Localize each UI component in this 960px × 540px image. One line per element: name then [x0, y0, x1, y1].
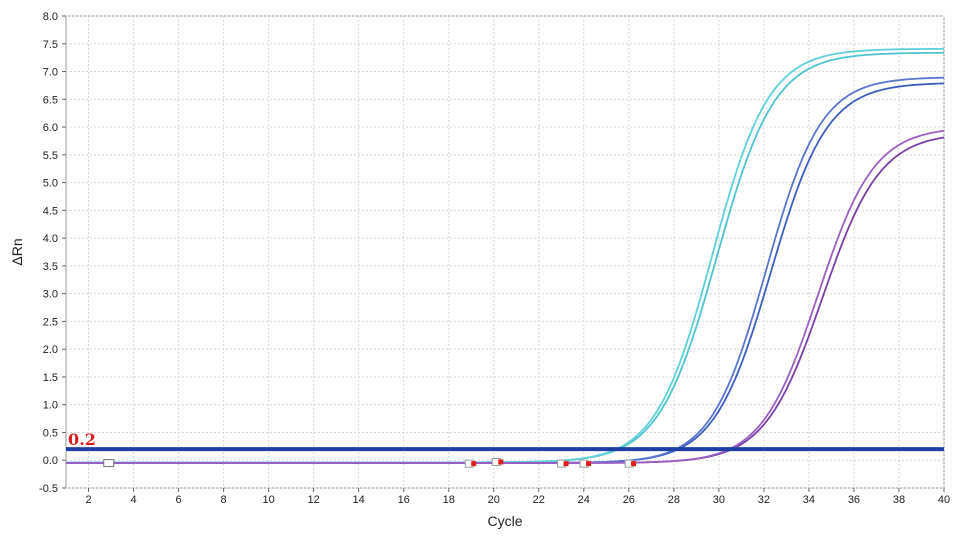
- x-tick-label: 38: [893, 494, 905, 506]
- x-tick-label: 6: [176, 494, 182, 506]
- x-tick-label: 28: [668, 494, 680, 506]
- x-tick-label: 10: [262, 494, 274, 506]
- x-tick-label: 32: [758, 494, 770, 506]
- y-axis-title: ΔRn: [9, 238, 25, 265]
- y-tick-label: 3.0: [43, 289, 58, 301]
- marker-red: [631, 461, 637, 467]
- y-tick-label: 6.5: [43, 94, 58, 106]
- y-axis: -0.5 0.0 0.5 1.0 1.5 2.0 2.5 3.0 3.5 4.0 4.5 5.0 5.5…: [39, 11, 66, 495]
- x-tick-label: 20: [488, 494, 500, 506]
- y-tick-label: 5.0: [43, 178, 58, 190]
- x-tick-label: 40: [938, 494, 950, 506]
- x-tick-label: 22: [533, 494, 545, 506]
- x-axis-title: Cycle: [487, 513, 522, 529]
- y-tick-label: 0.5: [43, 427, 58, 439]
- marker-red: [563, 461, 569, 467]
- y-tick-label: 3.5: [43, 261, 58, 273]
- threshold-label: 0.2: [68, 430, 96, 449]
- y-tick-label: 4.5: [43, 205, 58, 217]
- y-tick-label: 5.5: [43, 150, 58, 162]
- x-tick-label: 18: [443, 494, 455, 506]
- y-tick-label: 6.0: [43, 122, 58, 134]
- y-tick-label: 2.5: [43, 316, 58, 328]
- x-tick-label: 2: [85, 494, 91, 506]
- x-tick-label: 8: [221, 494, 227, 506]
- series-group: [66, 47, 945, 464]
- y-tick-label: -0.5: [39, 483, 58, 495]
- x-tick-label: 30: [713, 494, 725, 506]
- y-tick-label: 0.0: [43, 455, 58, 467]
- y-tick-label: 7.5: [43, 39, 58, 51]
- marker-red: [498, 459, 504, 465]
- y-tick-label: 1.5: [43, 372, 58, 384]
- markers-group: [103, 457, 637, 468]
- x-tick-label: 14: [353, 494, 365, 506]
- x-tick-label: 34: [803, 494, 815, 506]
- marker-red: [471, 461, 477, 467]
- y-tick-label: 2.0: [43, 344, 58, 356]
- series-line-6: [66, 129, 945, 464]
- x-tick-label: 16: [398, 494, 410, 506]
- y-tick-label: 8.0: [43, 11, 58, 23]
- y-tick-label: 4.0: [43, 233, 58, 245]
- x-axis: 2 4 6 8 10 12 14 16 18 20 22 24 26 28 30 32 34 36 38 40: [85, 488, 950, 506]
- x-tick-label: 24: [578, 494, 590, 506]
- y-tick-label: 1.0: [43, 400, 58, 412]
- x-tick-label: 12: [308, 494, 320, 506]
- x-tick-label: 36: [848, 494, 860, 506]
- marker-outline: [103, 459, 115, 468]
- plot-area: [65, 15, 945, 489]
- x-tick-label: 4: [130, 494, 136, 506]
- x-tick-label: 26: [623, 494, 635, 506]
- y-tick-label: 7.0: [43, 67, 58, 79]
- marker-red: [586, 461, 592, 467]
